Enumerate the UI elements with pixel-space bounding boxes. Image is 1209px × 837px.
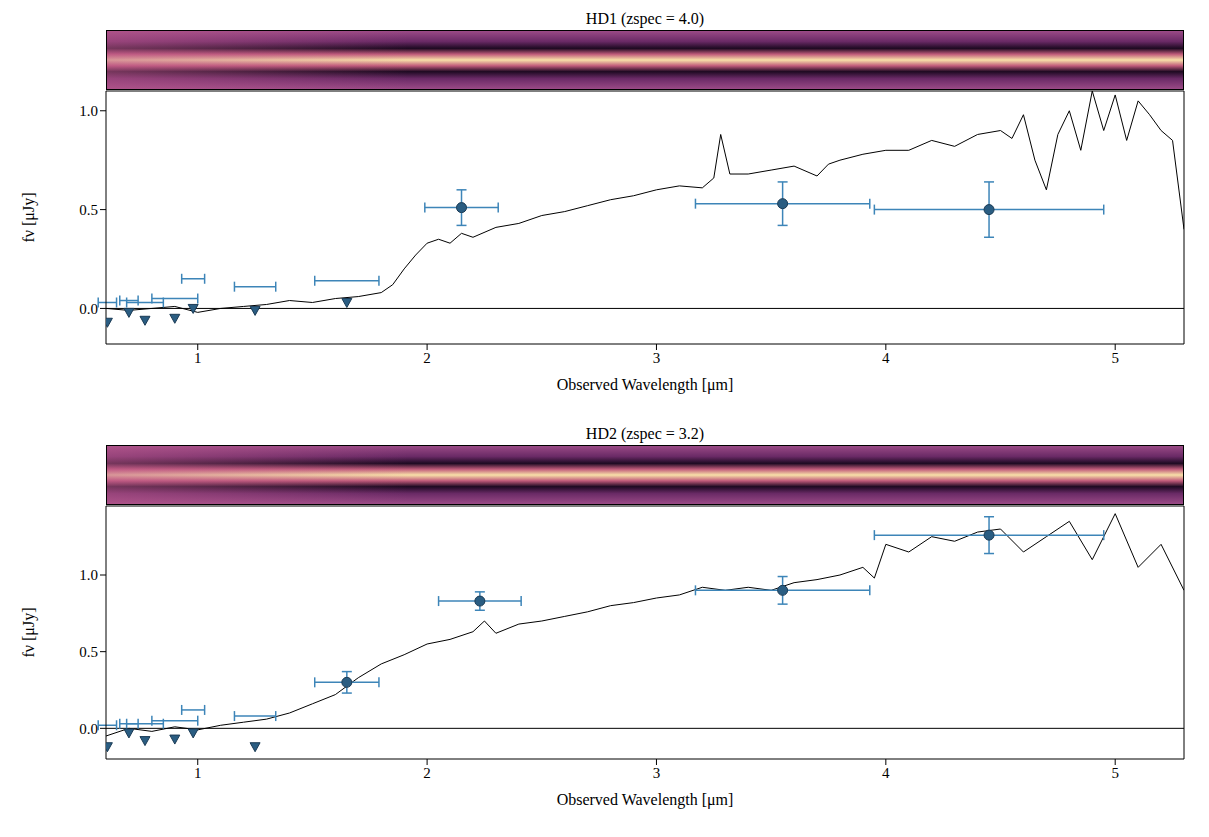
svg-text:1: 1: [194, 765, 202, 781]
svg-text:0.0: 0.0: [79, 301, 98, 317]
svg-text:Observed Wavelength [μm]: Observed Wavelength [μm]: [557, 791, 734, 809]
svg-text:5: 5: [1111, 350, 1119, 366]
svg-text:0.5: 0.5: [79, 644, 98, 660]
svg-text:1.0: 1.0: [79, 567, 98, 583]
svg-text:Observed Wavelength [μm]: Observed Wavelength [μm]: [557, 376, 734, 394]
svg-text:0.0: 0.0: [79, 721, 98, 737]
svg-text:fν [μJy]: fν [μJy]: [20, 192, 38, 242]
svg-text:1.0: 1.0: [79, 103, 98, 119]
svg-text:3: 3: [653, 350, 661, 366]
svg-text:4: 4: [882, 765, 890, 781]
svg-text:4: 4: [882, 350, 890, 366]
html-text:HD2 (zspec = 3.2): HD2 (zspec = 3.2): [585, 425, 705, 442]
svg-text:5: 5: [1111, 765, 1119, 781]
html-text:HD1 (zspec = 4.0): HD1 (zspec = 4.0): [585, 10, 705, 27]
svg-text:1: 1: [194, 350, 202, 366]
svg-text:3: 3: [653, 765, 661, 781]
svg-text:0.5: 0.5: [79, 202, 98, 218]
svg-text:fν [μJy]: fν [μJy]: [20, 607, 38, 657]
svg-text:2: 2: [423, 350, 431, 366]
svg-text:2: 2: [423, 765, 431, 781]
